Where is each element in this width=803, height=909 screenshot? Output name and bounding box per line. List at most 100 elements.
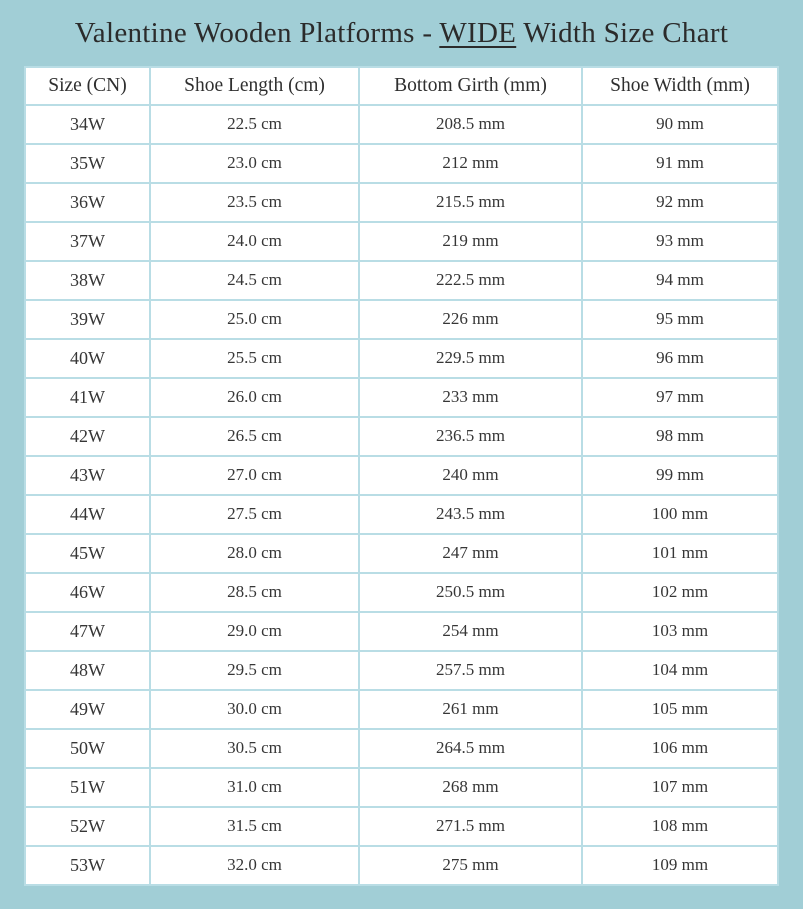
table-cell-length: 27.0 cm	[149, 454, 360, 496]
table-cell-length: 22.5 cm	[149, 103, 360, 145]
table-cell-length: 26.0 cm	[149, 376, 360, 418]
table-row: 53W 32.0 cm 275 mm 109 mm	[24, 844, 779, 886]
table-row: 38W 24.5 cm 222.5 mm 94 mm	[24, 259, 779, 301]
table-row: 34W 22.5 cm 208.5 mm 90 mm	[24, 103, 779, 145]
table-row: 37W 24.0 cm 219 mm 93 mm	[24, 220, 779, 262]
table-cell-length: 26.5 cm	[149, 415, 360, 457]
header-row: Size (CN) Shoe Length (cm) Bottom Girth …	[24, 65, 779, 106]
table-cell-girth: 264.5 mm	[358, 727, 583, 769]
table-cell-width: 107 mm	[581, 766, 779, 808]
table-cell-length: 23.0 cm	[149, 142, 360, 184]
table-cell-girth: 254 mm	[358, 610, 583, 652]
table-row: 47W 29.0 cm 254 mm 103 mm	[24, 610, 779, 652]
table-cell-width: 101 mm	[581, 532, 779, 574]
table-cell-size: 52W	[24, 805, 151, 847]
table-row: 45W 28.0 cm 247 mm 101 mm	[24, 532, 779, 574]
table-cell-length: 24.0 cm	[149, 220, 360, 262]
table-cell-length: 32.0 cm	[149, 844, 360, 886]
table-cell-size: 37W	[24, 220, 151, 262]
table-cell-length: 28.5 cm	[149, 571, 360, 613]
table-cell-size: 41W	[24, 376, 151, 418]
table-cell-width: 103 mm	[581, 610, 779, 652]
table-cell-girth: 215.5 mm	[358, 181, 583, 223]
table-cell-width: 99 mm	[581, 454, 779, 496]
table-cell-size: 34W	[24, 103, 151, 145]
table-cell-girth: 250.5 mm	[358, 571, 583, 613]
table-cell-width: 108 mm	[581, 805, 779, 847]
table-cell-width: 94 mm	[581, 259, 779, 301]
table-cell-width: 91 mm	[581, 142, 779, 184]
table-row: 40W 25.5 cm 229.5 mm 96 mm	[24, 337, 779, 379]
header-shoe-width: Shoe Width (mm)	[581, 65, 779, 106]
table-cell-girth: 212 mm	[358, 142, 583, 184]
table-cell-girth: 271.5 mm	[358, 805, 583, 847]
table-cell-girth: 226 mm	[358, 298, 583, 340]
table-row: 46W 28.5 cm 250.5 mm 102 mm	[24, 571, 779, 613]
table-cell-girth: 275 mm	[358, 844, 583, 886]
table-cell-length: 28.0 cm	[149, 532, 360, 574]
title-prefix: Valentine Wooden Platforms -	[74, 17, 440, 49]
table-cell-size: 50W	[24, 727, 151, 769]
table-cell-width: 90 mm	[581, 103, 779, 145]
table-cell-girth: 236.5 mm	[358, 415, 583, 457]
table-cell-size: 49W	[24, 688, 151, 730]
table-cell-length: 30.5 cm	[149, 727, 360, 769]
title-wide-underlined: WIDE	[439, 17, 517, 49]
table-row: 39W 25.0 cm 226 mm 95 mm	[24, 298, 779, 340]
table-cell-size: 46W	[24, 571, 151, 613]
table-cell-girth: 243.5 mm	[358, 493, 583, 535]
table-cell-girth: 240 mm	[358, 454, 583, 496]
table-cell-size: 51W	[24, 766, 151, 808]
table-cell-width: 102 mm	[581, 571, 779, 613]
table-row: 42W 26.5 cm 236.5 mm 98 mm	[24, 415, 779, 457]
table-cell-width: 98 mm	[581, 415, 779, 457]
table-cell-girth: 219 mm	[358, 220, 583, 262]
table-row: 51W 31.0 cm 268 mm 107 mm	[24, 766, 779, 808]
table-cell-size: 42W	[24, 415, 151, 457]
table-cell-length: 27.5 cm	[149, 493, 360, 535]
table-cell-width: 105 mm	[581, 688, 779, 730]
table-cell-length: 31.5 cm	[149, 805, 360, 847]
table-cell-length: 24.5 cm	[149, 259, 360, 301]
header-size-cn: Size (CN)	[24, 65, 151, 106]
table-cell-width: 106 mm	[581, 727, 779, 769]
table-cell-size: 39W	[24, 298, 151, 340]
table-header: Size (CN) Shoe Length (cm) Bottom Girth …	[24, 65, 779, 106]
table-cell-girth: 229.5 mm	[358, 337, 583, 379]
title-suffix: Width Size Chart	[516, 17, 729, 49]
header-bottom-girth: Bottom Girth (mm)	[358, 65, 583, 106]
table-cell-size: 36W	[24, 181, 151, 223]
table-row: 41W 26.0 cm 233 mm 97 mm	[24, 376, 779, 418]
table-row: 36W 23.5 cm 215.5 mm 92 mm	[24, 181, 779, 223]
table-cell-size: 40W	[24, 337, 151, 379]
table-row: 43W 27.0 cm 240 mm 99 mm	[24, 454, 779, 496]
table-cell-size: 44W	[24, 493, 151, 535]
header-shoe-length: Shoe Length (cm)	[149, 65, 360, 106]
table-cell-width: 104 mm	[581, 649, 779, 691]
table-cell-girth: 257.5 mm	[358, 649, 583, 691]
table-cell-width: 96 mm	[581, 337, 779, 379]
table-cell-girth: 233 mm	[358, 376, 583, 418]
table-cell-size: 43W	[24, 454, 151, 496]
table-row: 52W 31.5 cm 271.5 mm 108 mm	[24, 805, 779, 847]
table-cell-width: 97 mm	[581, 376, 779, 418]
page-title: Valentine Wooden Platforms - WIDE Width …	[0, 16, 803, 51]
table-cell-girth: 268 mm	[358, 766, 583, 808]
table-cell-girth: 261 mm	[358, 688, 583, 730]
table-row: 35W 23.0 cm 212 mm 91 mm	[24, 142, 779, 184]
table-cell-length: 25.5 cm	[149, 337, 360, 379]
table-cell-girth: 247 mm	[358, 532, 583, 574]
table-cell-girth: 208.5 mm	[358, 103, 583, 145]
table-row: 50W 30.5 cm 264.5 mm 106 mm	[24, 727, 779, 769]
table-cell-width: 92 mm	[581, 181, 779, 223]
table-cell-length: 25.0 cm	[149, 298, 360, 340]
table-row: 48W 29.5 cm 257.5 mm 104 mm	[24, 649, 779, 691]
table-cell-length: 31.0 cm	[149, 766, 360, 808]
table-cell-length: 23.5 cm	[149, 181, 360, 223]
table-row: 49W 30.0 cm 261 mm 105 mm	[24, 688, 779, 730]
table-cell-width: 95 mm	[581, 298, 779, 340]
size-table-body: 34W 22.5 cm 208.5 mm 90 mm 35W 23.0 cm 212 mm 9…	[24, 103, 779, 886]
table-cell-girth: 222.5 mm	[358, 259, 583, 301]
table-cell-width: 100 mm	[581, 493, 779, 535]
